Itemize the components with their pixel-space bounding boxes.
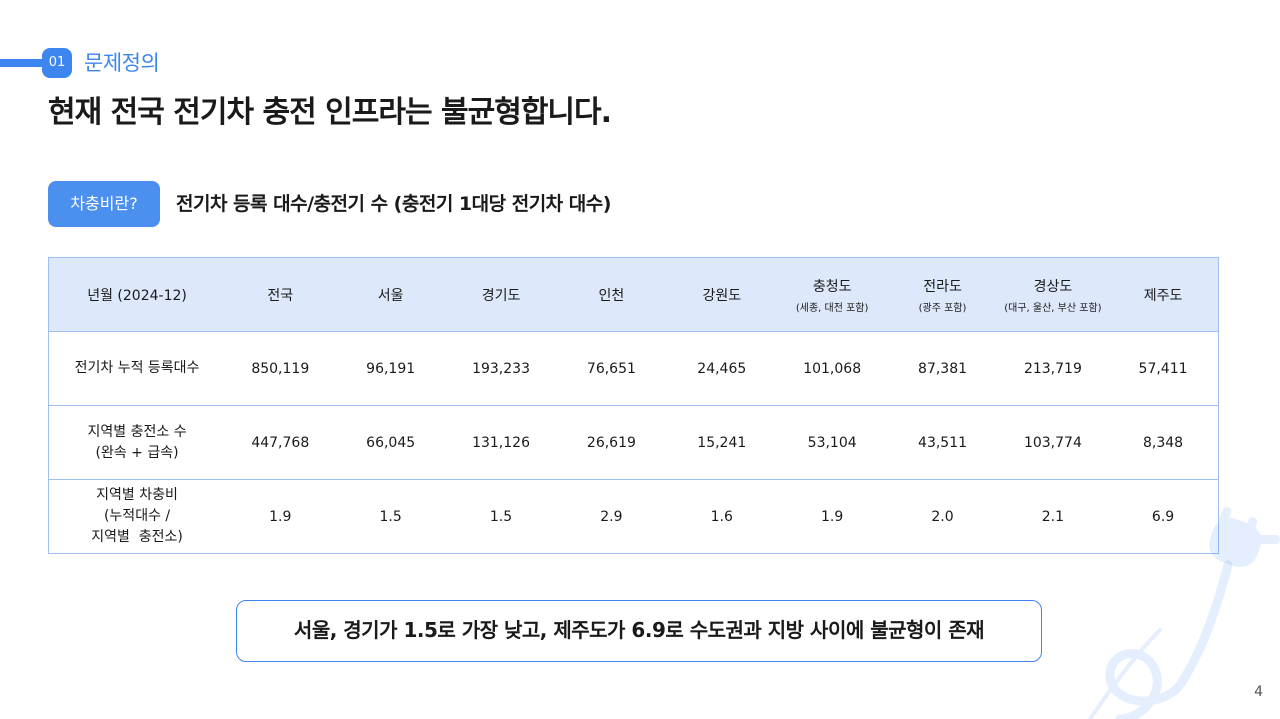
row-label-line: 전기차 누적 등록대수 <box>74 360 200 376</box>
table-cell: 2.9 <box>556 479 667 554</box>
table-cell: 1.6 <box>666 479 777 554</box>
header-label: 충청도 <box>812 278 852 295</box>
table-cell: 43,511 <box>887 405 998 480</box>
table-cell: 96,191 <box>335 331 446 406</box>
section-accent-bar <box>0 59 52 67</box>
table-row: 지역별 충전소 수 (완속 + 급속) 447,768 66,045 131,12… <box>48 405 1220 480</box>
table-cell: 2.0 <box>887 479 998 554</box>
row-label-line: 지역별 차충비 <box>96 487 178 503</box>
table-cell: 193,233 <box>445 331 557 406</box>
table-cell: 15,241 <box>666 405 777 480</box>
header-label: 전국 <box>267 287 294 304</box>
header-cell: 강원도 <box>666 257 777 332</box>
table-cell: 66,045 <box>335 405 446 480</box>
header-cell: 인천 <box>556 257 667 332</box>
header-label: 인천 <box>598 287 625 304</box>
table-cell: 57,411 <box>1108 331 1220 406</box>
header-cell: 충청도 (세종, 대전 포함) <box>776 257 888 332</box>
table-cell: 2.1 <box>997 479 1109 554</box>
table-cell: 103,774 <box>997 405 1109 480</box>
table-cell: 6.9 <box>1108 479 1220 554</box>
table-cell: 131,126 <box>445 405 557 480</box>
row-label-line: (완속 + 급속) <box>95 444 179 461</box>
header-cell: 전라도 (광주 포함) <box>887 257 998 332</box>
conclusion-callout: 서울, 경기가 1.5로 가장 낮고, 제주도가 6.9로 수도권과 지방 사이… <box>236 600 1042 662</box>
header-label: 서울 <box>377 287 404 304</box>
row-label: 지역별 충전소 수 (완속 + 급속) <box>48 405 226 480</box>
table-header-row: 년월 (2024-12) 전국 서울 경기도 인천 강원도 충청도 (세종, 대전… <box>48 257 1220 332</box>
header-label: 제주도 <box>1143 287 1183 304</box>
page-number: 4 <box>1254 684 1263 700</box>
header-label: 년월 (2024-12) <box>87 287 187 304</box>
table-cell: 1.5 <box>445 479 557 554</box>
table-cell: 76,651 <box>556 331 667 406</box>
table-cell: 8,348 <box>1108 405 1220 480</box>
table-row: 전기차 누적 등록대수 850,119 96,191 193,233 76,65… <box>48 331 1220 406</box>
header-cell: 전국 <box>225 257 336 332</box>
header-label: 경상도 <box>1033 278 1073 295</box>
header-sublabel: (광주 포함) <box>918 302 967 314</box>
ev-plug-icon <box>1088 507 1280 719</box>
header-sublabel: (세종, 대전 포함) <box>795 302 869 314</box>
section-title: 문제정의 <box>84 51 160 75</box>
charger-ratio-table: 년월 (2024-12) 전국 서울 경기도 인천 강원도 충청도 (세종, 대전… <box>48 257 1220 554</box>
definition-text: 전기차 등록 대수/충전기 수 (충전기 1대당 전기차 대수) <box>176 193 611 215</box>
row-label: 지역별 차충비 (누적대수 / 지역별 충전소) <box>48 479 226 554</box>
header-label: 경기도 <box>481 287 521 304</box>
row-label-line: 지역별 충전소 수 <box>87 423 187 440</box>
header-label: 전라도 <box>923 278 962 295</box>
header-label: 강원도 <box>702 287 742 304</box>
header-cell: 제주도 <box>1108 257 1220 332</box>
header-cell: 경기도 <box>445 257 557 332</box>
table-cell: 1.5 <box>335 479 446 554</box>
header-cell: 서울 <box>335 257 446 332</box>
table-row: 지역별 차충비 (누적대수 / 지역별 충전소) 1.9 1.5 1.5 2.9 1… <box>48 479 1220 554</box>
table-cell: 213,719 <box>997 331 1109 406</box>
header-cell: 년월 (2024-12) <box>48 257 226 332</box>
table-cell: 53,104 <box>776 405 888 480</box>
table-cell: 1.9 <box>225 479 336 554</box>
table-cell: 87,381 <box>887 331 998 406</box>
table-cell: 101,068 <box>776 331 888 406</box>
row-label: 전기차 누적 등록대수 <box>48 331 226 406</box>
table-cell: 24,465 <box>666 331 777 406</box>
section-number-badge: 01 <box>42 48 72 78</box>
table-cell: 1.9 <box>776 479 888 554</box>
definition-pill: 차충비란? <box>48 181 160 227</box>
table-cell: 850,119 <box>225 331 336 406</box>
table-cell: 26,619 <box>556 405 667 480</box>
header-cell: 경상도 (대구, 울산, 부산 포함) <box>997 257 1109 332</box>
table-cell: 447,768 <box>225 405 336 480</box>
page-headline: 현재 전국 전기차 충전 인프라는 불균형합니다. <box>48 95 612 130</box>
header-sublabel: (대구, 울산, 부산 포함) <box>1004 302 1102 314</box>
row-label-line: (누적대수 / <box>103 508 171 524</box>
row-label-line: 지역별 충전소) <box>91 529 183 545</box>
